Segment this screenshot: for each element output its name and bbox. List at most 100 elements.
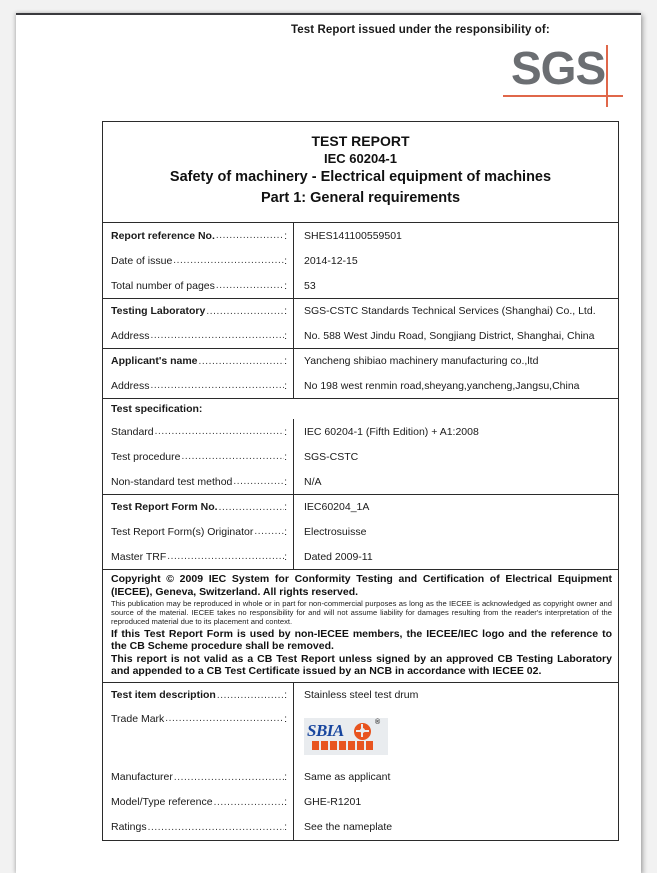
table-row: Address ................................…	[103, 373, 618, 398]
dot-leader: ........................................…	[254, 526, 284, 537]
copyright-validity-notice: This report is not valid as a CB Test Re…	[111, 652, 612, 678]
value-model-type-reference: GHE-R1201	[304, 796, 362, 809]
label-manufacturer: Manufacturer ...........................…	[103, 764, 294, 790]
label-text: Date of issue	[111, 254, 173, 267]
colon: :	[284, 501, 287, 513]
label-text: Address	[111, 329, 150, 342]
table-row: Date of issue ..........................…	[103, 248, 618, 273]
table-row: Total number of pages ..................…	[103, 273, 618, 298]
title-test-report: TEST REPORT	[311, 133, 410, 149]
label-non-standard-test-method: Non-standard test method ...............…	[103, 469, 294, 494]
value-ratings: See the nameplate	[304, 821, 393, 834]
label-ratings: Ratings ................................…	[103, 814, 294, 840]
colon: :	[284, 712, 287, 725]
table-row: Test procedure .........................…	[103, 444, 618, 469]
table-row: Report reference No. ...................…	[103, 223, 618, 248]
responsibility-line: Test Report issued under the responsibil…	[291, 24, 550, 36]
label-text: Test Report Form No.	[111, 501, 218, 513]
dot-leader: ........................................…	[198, 355, 285, 367]
title-standard-number: IEC 60204-1	[324, 151, 397, 166]
sgs-logo-text: SGS	[511, 42, 606, 94]
label-text: Test item description	[111, 689, 216, 702]
dot-leader: ........................................…	[215, 280, 284, 291]
table-row: Model/Type reference ...................…	[103, 789, 618, 815]
dot-leader: ........................................…	[165, 712, 284, 724]
label-text: Standard	[111, 425, 154, 438]
colon: :	[284, 796, 287, 809]
value-test-item-description: Stainless steel test drum	[304, 689, 419, 702]
label-text: Test Report Form(s) Originator	[111, 525, 254, 538]
label-text: Applicant's name	[111, 355, 198, 367]
value-total-pages: 53	[304, 279, 316, 292]
colon: :	[284, 475, 287, 488]
chinese-characters-strip	[312, 740, 374, 750]
dot-leader: ........................................…	[233, 476, 285, 487]
table-row: Standard ...............................…	[103, 419, 618, 444]
document-header: Test Report issued under the responsibil…	[16, 15, 641, 113]
title-subject: Safety of machinery - Electrical equipme…	[169, 169, 552, 185]
table-row: Ratings ................................…	[103, 814, 618, 840]
dot-leader: ........................................…	[181, 451, 284, 462]
label-applicant-address: Address ................................…	[103, 373, 294, 398]
table-row: Address ................................…	[103, 323, 618, 348]
table-row: Test item description ..................…	[103, 682, 618, 708]
table-row: Master TRF .............................…	[103, 544, 618, 569]
dot-leader: ........................................…	[150, 330, 285, 341]
value-report-reference-no: SHES141100559501	[304, 229, 402, 242]
dot-leader: ........................................…	[173, 771, 285, 783]
label-text: Testing Laboratory	[111, 305, 206, 317]
label-text: Model/Type reference	[111, 796, 213, 809]
dot-leader: ........................................…	[147, 821, 284, 833]
table-row: Manufacturer ...........................…	[103, 764, 618, 790]
value-testing-laboratory: SGS-CSTC Standards Technical Services (S…	[304, 305, 596, 317]
copyright-headline: Copyright © 2009 IEC System for Conformi…	[111, 573, 612, 598]
report-title-block: TEST REPORT IEC 60204-1 Safety of machin…	[103, 122, 618, 223]
table-row: Testing Laboratory .....................…	[103, 298, 618, 323]
label-text: Report reference No.	[111, 229, 215, 242]
sgs-logo-horizontal-rule	[503, 95, 623, 97]
value-test-report-form-no: IEC60204_1A	[304, 501, 370, 513]
value-lab-address: No. 588 West Jindu Road, Songjiang Distr…	[304, 329, 595, 342]
colon: :	[284, 525, 287, 538]
colon: :	[284, 329, 287, 342]
wheel-hub	[359, 728, 365, 734]
colon: :	[284, 379, 287, 392]
title-part: Part 1: General requirements	[260, 190, 461, 206]
value-master-trf: Dated 2009-11	[304, 550, 373, 563]
value-test-procedure: SGS-CSTC	[304, 450, 359, 463]
dot-leader: ........................................…	[215, 230, 284, 241]
value-applicants-name: Yancheng shibiao machinery manufacturing…	[304, 355, 539, 367]
document-page: Test Report issued under the responsibil…	[16, 13, 641, 873]
dot-leader: ........................................…	[213, 796, 285, 808]
registered-trademark-icon: ®	[375, 718, 381, 726]
dot-leader: ........................................…	[218, 501, 285, 513]
colon: :	[284, 450, 287, 463]
dot-leader: ........................................…	[173, 255, 285, 266]
label-model-type-reference: Model/Type reference ...................…	[103, 789, 294, 815]
value-trade-mark: SBIA ®	[294, 708, 618, 765]
label-text: Manufacturer	[111, 771, 173, 784]
wheel-emblem-icon	[354, 722, 371, 740]
dot-leader: ........................................…	[216, 689, 285, 701]
dot-leader: ........................................…	[154, 426, 284, 437]
table-row: Trade Mark .............................…	[103, 707, 618, 765]
heading-test-specification: Test specification:	[111, 403, 203, 415]
dot-leader: ........................................…	[206, 305, 285, 317]
table-row: Non-standard test method ...............…	[103, 469, 618, 494]
sbia-trademark-logo: SBIA ®	[304, 717, 388, 755]
table-row-section-heading: Test specification:	[103, 398, 618, 419]
value-standard: IEC 60204-1 (Fifth Edition) + A1:2008	[304, 425, 479, 438]
table-row: Applicant's name .......................…	[103, 348, 618, 373]
label-trade-mark: Trade Mark .............................…	[103, 707, 294, 765]
colon: :	[284, 279, 287, 292]
label-text: Test procedure	[111, 450, 181, 463]
copyright-non-iecee-notice: If this Test Report Form is used by non-…	[111, 627, 612, 653]
colon: :	[284, 425, 287, 438]
colon: :	[284, 771, 287, 784]
dot-leader: ........................................…	[150, 380, 285, 391]
colon: :	[284, 229, 287, 242]
colon: :	[284, 689, 287, 702]
sgs-logo: SGS	[503, 42, 623, 107]
value-trf-originator: Electrosuisse	[304, 525, 367, 538]
colon: :	[284, 305, 287, 317]
